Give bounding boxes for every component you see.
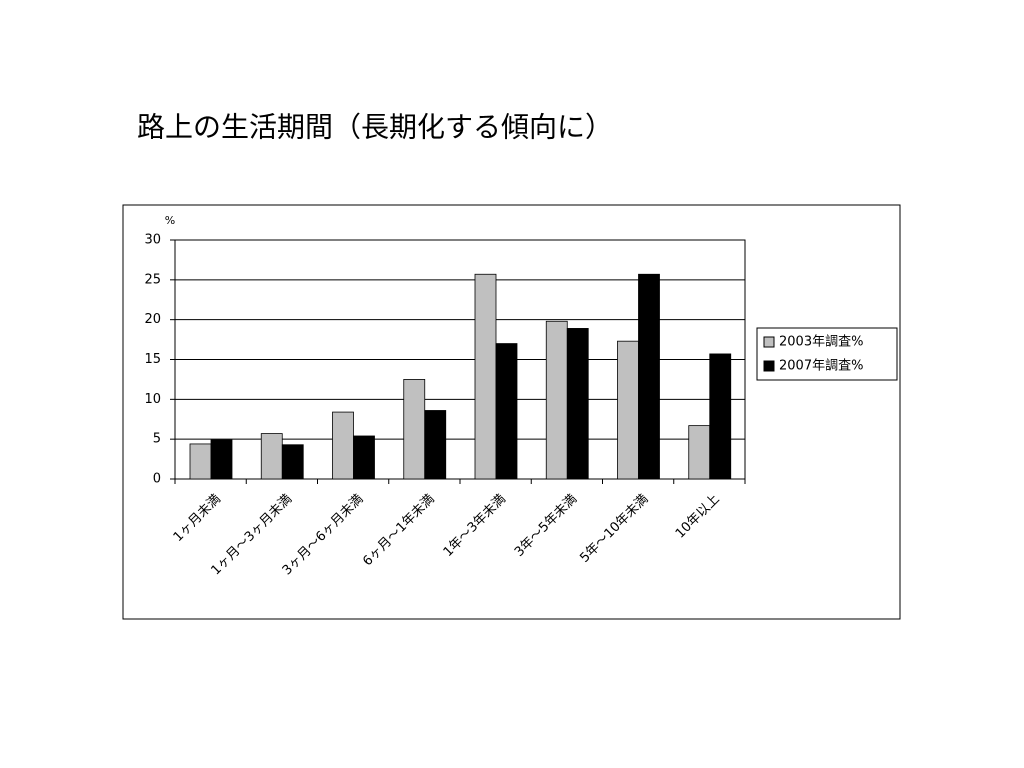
bar — [332, 411, 354, 480]
bar — [638, 273, 660, 480]
bar — [260, 433, 283, 480]
y-tick-label: 25 — [144, 272, 161, 287]
chart-title: 路上の生活期間（長期化する傾向に） — [137, 111, 613, 144]
bar — [545, 320, 568, 480]
legend-swatch — [763, 336, 775, 348]
y-tick-label: 20 — [144, 312, 161, 327]
legend-label: 2003年調査% — [779, 335, 863, 350]
bar — [353, 435, 375, 480]
bar — [474, 273, 497, 480]
bar — [210, 439, 233, 480]
legend-box — [756, 327, 898, 381]
bar — [709, 353, 732, 480]
bar — [495, 343, 518, 480]
legend-swatch — [763, 360, 775, 372]
bar — [566, 328, 589, 480]
bar — [281, 444, 304, 480]
y-tick-label: 30 — [144, 233, 161, 248]
bar — [189, 443, 212, 480]
y-tick-label: 0 — [153, 472, 161, 487]
bar — [688, 425, 711, 480]
y-tick-label: 15 — [144, 352, 161, 367]
y-tick-label: 10 — [144, 392, 161, 407]
bar — [403, 379, 426, 480]
bar — [424, 410, 447, 480]
legend-label: 2007年調査% — [779, 359, 863, 374]
bar — [617, 340, 639, 480]
y-axis-label: % — [165, 214, 175, 227]
y-tick-label: 5 — [153, 432, 161, 447]
